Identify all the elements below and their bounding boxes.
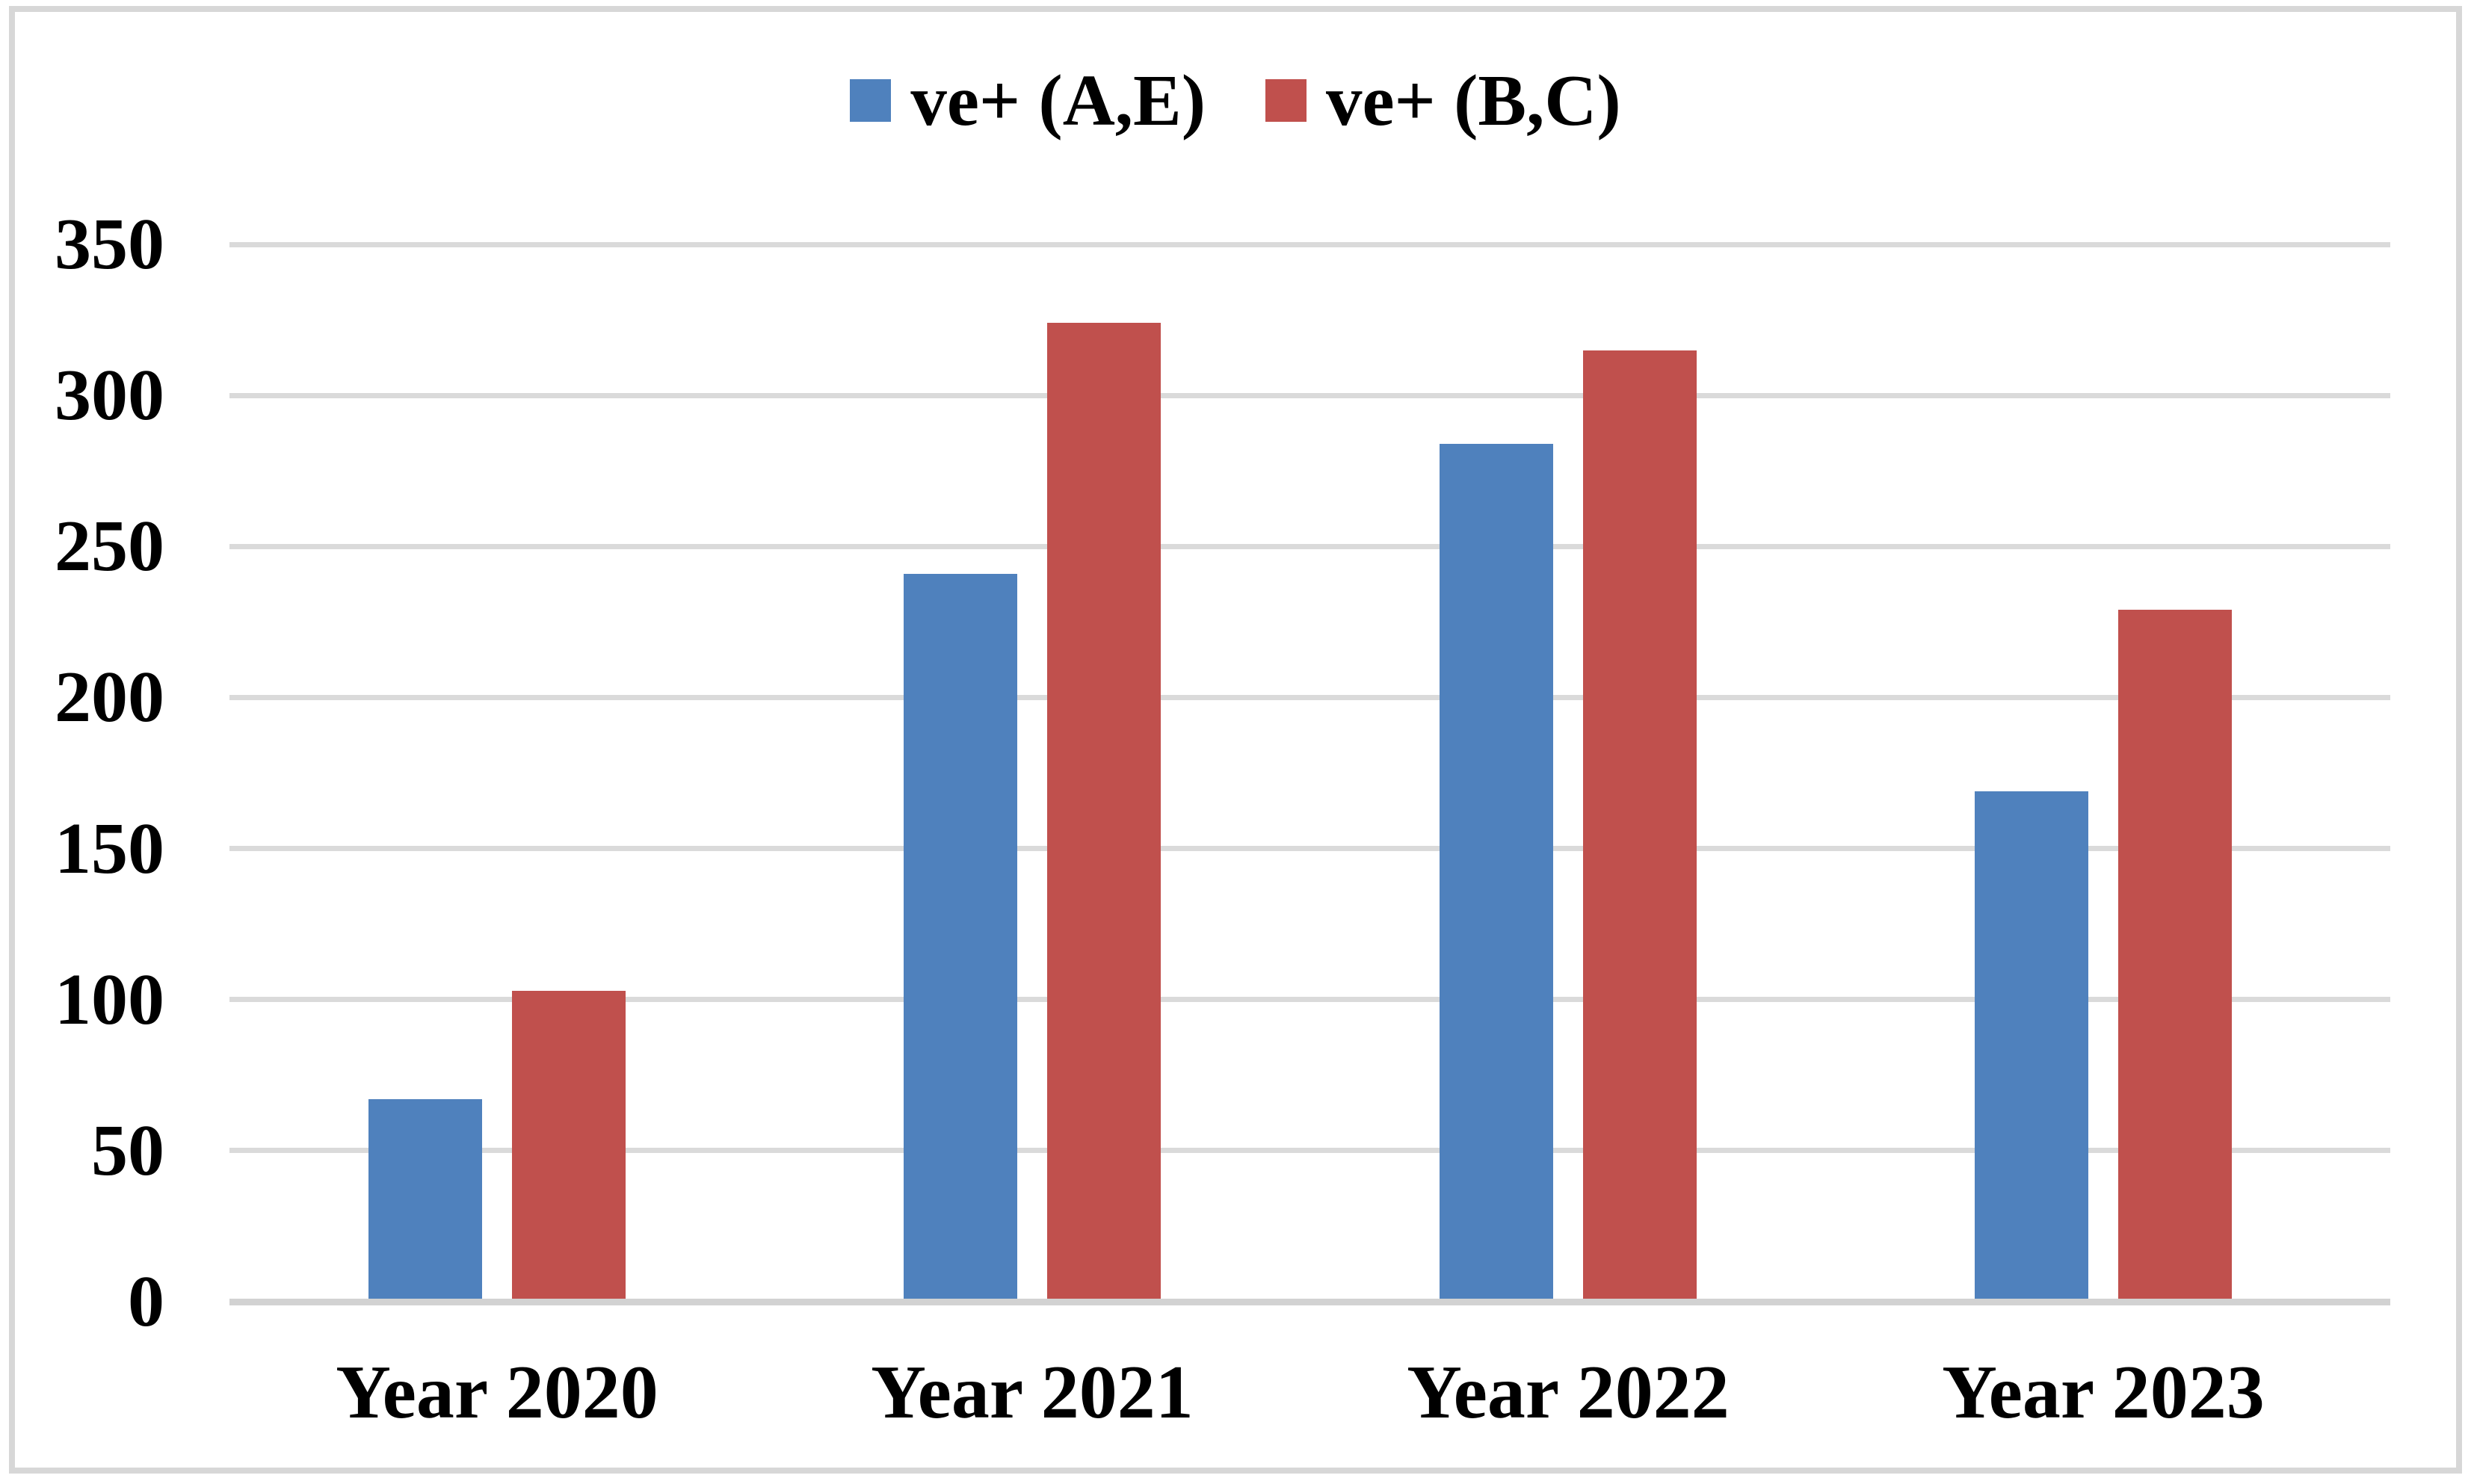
gridline-300 xyxy=(229,393,2390,398)
legend-swatch-blue xyxy=(850,79,892,122)
bar-series-1-year-2021 xyxy=(904,574,1017,1302)
legend-label-series-1: ve+ (A,E) xyxy=(910,61,1206,140)
bar-series-2-year-2021 xyxy=(1047,323,1161,1302)
bar-series-2-year-2020 xyxy=(512,991,626,1302)
y-axis-tick-label: 150 xyxy=(55,809,164,889)
x-axis-label-year-2020: Year 2020 xyxy=(336,1350,658,1435)
x-axis-line xyxy=(229,1299,2390,1305)
y-axis-tick-label: 250 xyxy=(55,506,164,587)
bar-series-2-year-2023 xyxy=(2118,610,2232,1302)
bar-series-1-year-2023 xyxy=(1975,791,2088,1302)
x-axis-label-year-2023: Year 2023 xyxy=(1942,1350,2265,1435)
gridline-350 xyxy=(229,242,2390,247)
gridline-250 xyxy=(229,544,2390,549)
gridline-100 xyxy=(229,997,2390,1002)
y-axis-tick-label: 50 xyxy=(91,1110,164,1191)
bar-series-1-year-2022 xyxy=(1440,444,1553,1302)
gridline-150 xyxy=(229,846,2390,851)
x-axis-label-year-2022: Year 2022 xyxy=(1407,1350,1730,1435)
legend-label-series-2: ve+ (B,C) xyxy=(1326,61,1621,140)
y-axis-tick-label: 300 xyxy=(55,355,164,436)
y-axis-tick-label: 100 xyxy=(55,959,164,1040)
y-axis-tick-label: 350 xyxy=(55,204,164,285)
legend: ve+ (A,E) ve+ (B,C) xyxy=(0,64,2471,137)
gridline-200 xyxy=(229,695,2390,700)
y-axis-tick-label: 200 xyxy=(55,657,164,738)
legend-item-series-1: ve+ (A,E) xyxy=(850,64,1206,137)
bar-series-2-year-2022 xyxy=(1583,350,1697,1302)
x-axis-label-year-2021: Year 2021 xyxy=(871,1350,1194,1435)
bar-series-1-year-2020 xyxy=(368,1099,482,1302)
gridline-50 xyxy=(229,1148,2390,1153)
legend-item-series-2: ve+ (B,C) xyxy=(1265,64,1621,137)
y-axis-tick-label: 0 xyxy=(128,1261,164,1342)
legend-swatch-red xyxy=(1265,79,1307,122)
